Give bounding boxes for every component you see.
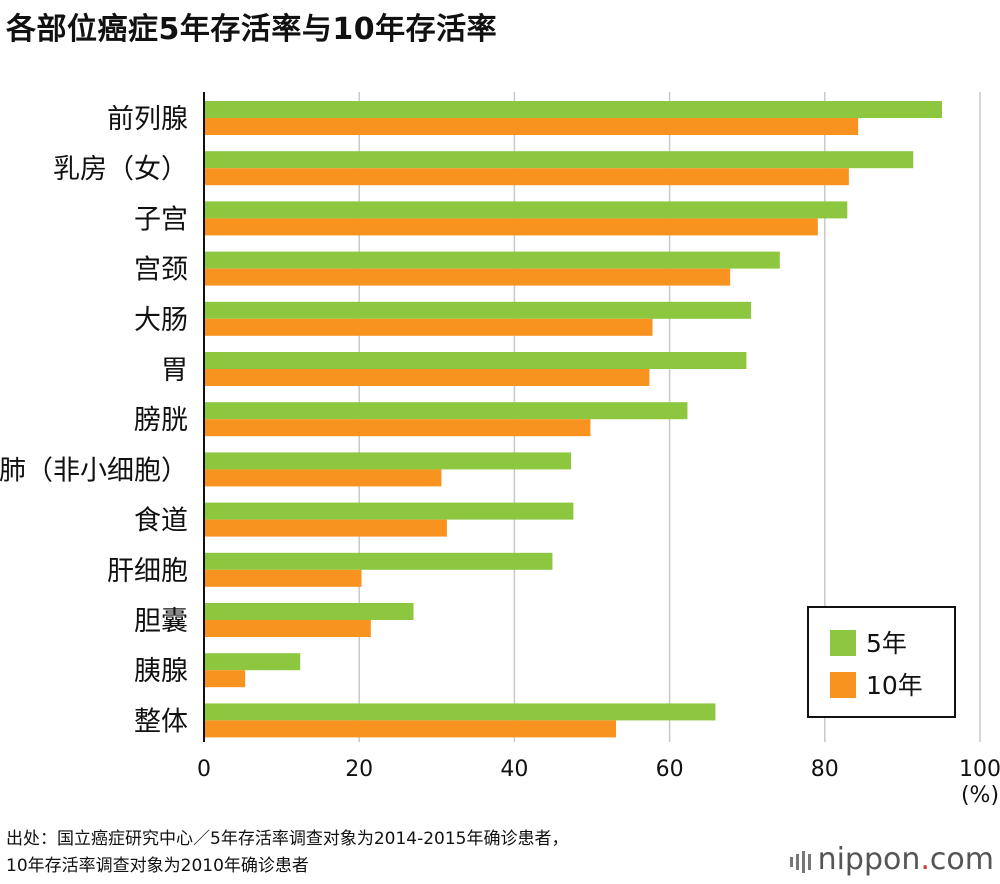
bar-5yr xyxy=(204,301,752,319)
nippon-logo: nippon.com xyxy=(789,842,994,878)
x-tick-label: 60 xyxy=(656,757,684,782)
category-label: 整体 xyxy=(134,706,188,737)
category-label: 大肠 xyxy=(134,305,188,336)
category-label: 肝细胞 xyxy=(107,556,188,587)
bar-10yr xyxy=(204,419,591,437)
bar-5yr xyxy=(204,101,942,118)
x-axis: 0 20 40 60 80 100(%) xyxy=(197,92,1000,808)
bar-5yr xyxy=(204,352,747,369)
category-label: 膀胱 xyxy=(134,405,188,436)
category-label: 胰腺 xyxy=(134,656,188,687)
category-label: 胃 xyxy=(161,355,188,386)
legend-box xyxy=(807,606,956,718)
bar-5yr xyxy=(204,151,914,169)
bar-10yr xyxy=(204,118,859,135)
bar-10yr xyxy=(204,369,650,386)
legend-label: 5年 xyxy=(866,629,907,658)
source-line-1: 出处：国立癌症研究中心／5年存活率调查对象为2014-2015年确诊患者， xyxy=(6,829,569,849)
bar-5yr xyxy=(204,653,301,671)
x-tick-label: 0 xyxy=(197,757,211,782)
bar-5yr xyxy=(204,552,553,570)
x-tick-label: 80 xyxy=(811,757,839,782)
bar-10yr xyxy=(204,720,617,738)
legend-label: 10年 xyxy=(866,671,923,700)
legend-swatch xyxy=(830,672,856,698)
bar-10yr xyxy=(204,569,362,587)
bar-10yr xyxy=(204,168,849,186)
bar-10yr xyxy=(204,268,731,286)
category-label: 前列腺 xyxy=(107,104,188,135)
bar-5yr xyxy=(204,502,574,520)
bar-10yr xyxy=(204,318,653,336)
bar-5yr xyxy=(204,402,688,420)
bar-5yr xyxy=(204,703,716,721)
source-line-2: 10年存活率调查对象为2010年确诊患者 xyxy=(6,856,309,876)
x-tick-label: 20 xyxy=(345,757,373,782)
bar-10yr xyxy=(204,670,246,688)
source-note: 出处：国立癌症研究中心／5年存活率调查对象为2014-2015年确诊患者， 10… xyxy=(6,826,568,880)
bar-5yr xyxy=(204,603,414,620)
category-label: 宫颈 xyxy=(134,255,188,286)
logo-dot: . xyxy=(920,842,930,877)
bar-5yr xyxy=(204,452,572,470)
chart-title: 各部位癌症5年存活率与10年存活率 xyxy=(6,12,498,47)
bar-5yr xyxy=(204,201,848,219)
logo-name: nippon xyxy=(817,842,921,877)
bar-10yr xyxy=(204,620,371,637)
bar-10yr xyxy=(204,519,447,537)
x-unit-label: (%) xyxy=(961,783,999,808)
bar-5yr xyxy=(204,251,780,269)
bar-10yr xyxy=(204,218,818,236)
x-tick-label: 40 xyxy=(500,757,528,782)
legend-swatch xyxy=(830,630,856,656)
logo-bars-icon xyxy=(789,843,814,878)
x-tick-label: 100 xyxy=(959,757,1000,782)
logo-suffix: com xyxy=(929,842,994,877)
category-label: 乳房（女） xyxy=(53,154,188,185)
category-label: 子宫 xyxy=(134,204,188,235)
bars xyxy=(204,101,942,738)
category-label: 肺（非小细胞） xyxy=(0,455,188,486)
category-label: 胆囊 xyxy=(134,606,188,637)
category-label: 食道 xyxy=(134,506,188,537)
bar-10yr xyxy=(204,469,442,487)
